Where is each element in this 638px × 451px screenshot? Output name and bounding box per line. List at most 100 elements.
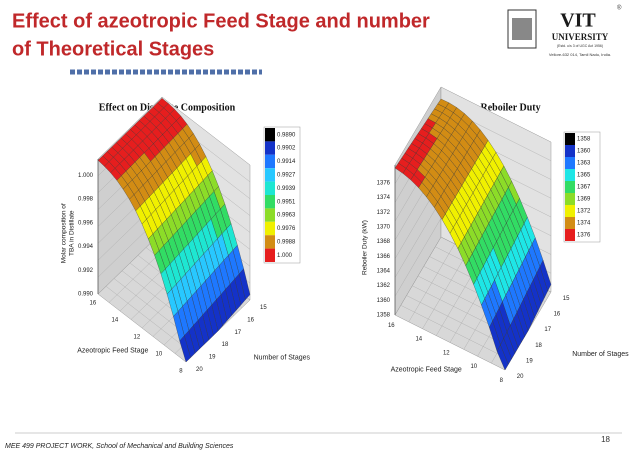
surface-cell [179, 335, 191, 363]
z-axis-label: Molar composition of [61, 203, 68, 263]
legend-swatch [565, 217, 575, 229]
z-axis-label: TBA in Distillate [69, 210, 76, 256]
feed-tick-label: 10 [470, 364, 477, 370]
legend-label: 1363 [577, 161, 591, 167]
stages-tick-label: 19 [526, 358, 533, 364]
z-tick-label: 0.994 [78, 244, 94, 250]
legend-swatch [265, 221, 275, 236]
stages-tick-label: 18 [222, 342, 229, 348]
legend-swatch [265, 248, 275, 262]
z-tick-label: 1358 [377, 313, 391, 319]
stages-tick-label: 18 [535, 343, 542, 349]
stages-tick-label: 17 [544, 327, 551, 333]
title-line: Effect of azeotropic Feed Stage and numb… [12, 10, 430, 32]
legend-swatch [265, 235, 275, 249]
logo-subtitle: UNIVERSITY [552, 32, 609, 42]
legend-label: 0.9939 [277, 186, 296, 192]
stages-tick-label: 15 [260, 305, 267, 311]
stages-tick-label: 15 [563, 296, 570, 302]
plot-title: Effect on Reboiler Duty [439, 102, 540, 113]
legend-label: 0.9902 [277, 146, 296, 152]
stages-tick-label: 20 [196, 367, 203, 373]
feed-tick-label: 16 [388, 323, 395, 329]
legend-swatch [565, 157, 575, 169]
z-tick-label: 1370 [377, 225, 391, 231]
feed-tick-label: 14 [112, 318, 119, 324]
legend-swatch [265, 168, 275, 182]
surface-plot [394, 86, 552, 371]
legend-label: 1374 [577, 221, 591, 227]
legend-swatch [565, 133, 575, 145]
logo-name: VIT [560, 10, 596, 32]
wall-grid [394, 199, 442, 278]
stages-tick-label: 17 [234, 330, 241, 336]
legend-swatch [565, 205, 575, 217]
z-tick-label: 0.990 [78, 292, 94, 298]
legend-label: 1376 [577, 233, 591, 239]
feed-tick-label: 8 [179, 369, 183, 375]
z-tick-label: 1372 [377, 210, 391, 216]
z-tick-label: 0.996 [78, 220, 94, 226]
z-tick-label: 1364 [377, 269, 391, 275]
legend-label: 0.9988 [277, 239, 296, 245]
legend-swatch [565, 181, 575, 193]
wall-grid [394, 218, 442, 297]
stages-axis-label: Number of Stages [572, 351, 629, 358]
feed-tick-label: 14 [415, 337, 422, 343]
z-tick-label: 1360 [377, 298, 391, 304]
feed-axis-label: Azeotropic Feed Stage [77, 347, 148, 354]
legend-label: 0.9914 [277, 159, 296, 165]
z-axis-label: Reboiler Duty (kW) [362, 220, 369, 275]
stages-tick-label: 20 [517, 374, 524, 380]
legend-swatch [565, 169, 575, 181]
legend-swatch [265, 141, 275, 155]
z-tick-label: 1362 [377, 283, 391, 289]
legend-swatch [265, 195, 275, 209]
legend-label: 1365 [577, 173, 591, 179]
surface-cell [496, 344, 509, 371]
legend-label: 0.9963 [277, 213, 296, 219]
feed-tick-label: 16 [90, 301, 97, 307]
floor-grid [422, 250, 469, 329]
legend-swatch [265, 181, 275, 195]
legend-label: 0.9927 [277, 172, 296, 178]
z-tick-label: 1.000 [78, 173, 94, 179]
stages-tick-label: 19 [209, 355, 216, 361]
legend-label: 1372 [577, 209, 591, 215]
stages-tick-label: 16 [247, 317, 254, 323]
legend-label: 1369 [577, 197, 591, 203]
feed-tick-label: 12 [134, 335, 141, 341]
legend-swatch [265, 154, 275, 169]
stages-tick-label: 16 [554, 312, 561, 318]
logo-established: (Estd. u/s 3 of UGC Act 1956) [557, 44, 603, 48]
legend-swatch [565, 229, 575, 241]
legend-swatch [265, 128, 275, 142]
logo-registered: ® [617, 5, 622, 12]
logo-emblem-inner [512, 18, 532, 40]
stages-axis-label: Number of Stages [254, 355, 311, 362]
feed-tick-label: 10 [156, 352, 163, 358]
z-tick-label: 0.998 [78, 197, 94, 203]
legend-label: 0.9976 [277, 226, 296, 232]
legend-label: 0.9951 [277, 199, 296, 205]
legend-swatch [565, 193, 575, 205]
page-number: 18 [601, 435, 610, 444]
title-line: of Theoretical Stages [12, 38, 214, 60]
feed-axis-label: Azeotropic Feed Stage [391, 367, 462, 374]
z-tick-label: 1374 [377, 195, 391, 201]
legend-label: 1.000 [277, 253, 293, 259]
legend-label: 1358 [577, 137, 591, 143]
z-tick-label: 0.992 [78, 268, 94, 274]
feed-tick-label: 8 [500, 378, 504, 384]
surface-plot [97, 96, 251, 363]
z-tick-label: 1368 [377, 239, 391, 245]
footer-text: MEE 499 PROJECT WORK, School of Mechanic… [5, 443, 234, 450]
feed-tick-label: 12 [443, 350, 450, 356]
z-tick-label: 1366 [377, 254, 391, 260]
floor-grid [408, 243, 455, 322]
logo-address: Vellore-632 014, Tamil Nadu, India. [549, 52, 611, 57]
logo: VIT UNIVERSITY (Estd. u/s 3 of UGC Act 1… [507, 5, 622, 57]
legend-swatch [565, 145, 575, 157]
legend-label: 0.9890 [277, 132, 296, 138]
